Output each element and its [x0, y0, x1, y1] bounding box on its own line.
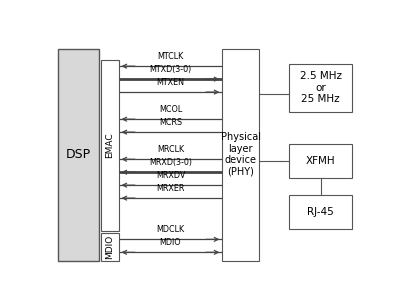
Text: MDCLK: MDCLK [157, 225, 185, 234]
Bar [101, 233, 119, 260]
Text: XFMH: XFMH [306, 156, 335, 166]
Text: MTXD(3-0): MTXD(3-0) [149, 65, 192, 74]
Text: MRXD(3-0): MRXD(3-0) [149, 158, 192, 167]
Text: EMAC: EMAC [105, 132, 114, 158]
Bar [289, 144, 351, 178]
Bar [289, 195, 351, 229]
Bar [58, 48, 99, 260]
Text: MTXEN: MTXEN [157, 78, 185, 87]
Text: Physical
layer
device
(PHY): Physical layer device (PHY) [221, 132, 261, 177]
Text: MTCLK: MTCLK [157, 52, 184, 61]
Text: MCRS: MCRS [159, 118, 182, 127]
Bar [222, 48, 259, 260]
Bar [101, 60, 119, 231]
Text: MRXDV: MRXDV [156, 171, 185, 180]
Text: MRCLK: MRCLK [157, 145, 184, 154]
Text: 2.5 MHz
or
25 MHz: 2.5 MHz or 25 MHz [300, 71, 342, 104]
Text: DSP: DSP [66, 148, 91, 161]
Bar [289, 64, 351, 112]
Text: MDIO: MDIO [105, 235, 114, 259]
Text: MDIO: MDIO [159, 238, 181, 247]
Text: RJ-45: RJ-45 [307, 207, 334, 217]
Text: MCOL: MCOL [159, 105, 182, 114]
Text: MRXER: MRXER [156, 184, 185, 193]
